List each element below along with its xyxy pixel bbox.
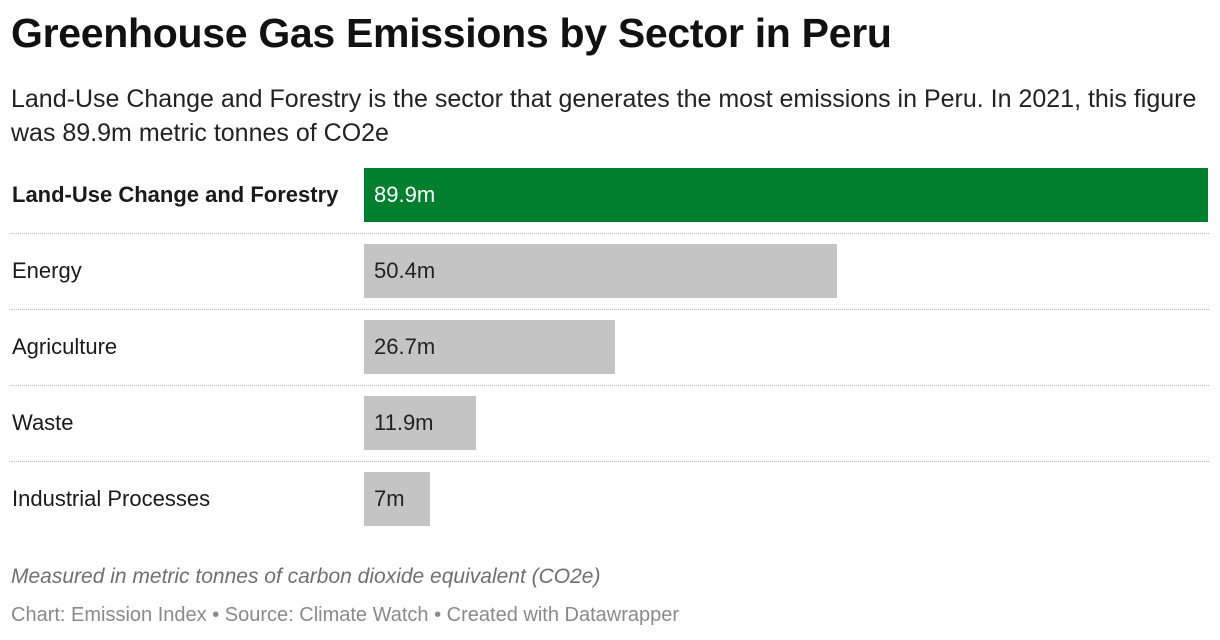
datawrapper-credit: Created with Datawrapper (446, 604, 680, 626)
bar-row: Land-Use Change and Forestry 89.9m (11, 168, 1209, 222)
bar (364, 320, 615, 374)
bar-row: Waste 11.9m (11, 396, 1209, 450)
row-divider (11, 233, 1209, 234)
bar-value-label: 50.4m (374, 258, 436, 283)
row-divider (11, 385, 1209, 386)
chart-subtitle: Land-Use Change and Forestry is the sect… (11, 85, 1197, 147)
bar (364, 244, 837, 298)
source-credit: Source: Climate Watch (224, 604, 429, 626)
bar-chart: Land-Use Change and Forestry 89.9m Energy 5… (0, 168, 1220, 528)
bar-value-label: 7m (374, 486, 405, 511)
footer-separator: • (206, 604, 225, 626)
chart-notes: Measured in metric tonnes of carbon diox… (11, 565, 601, 588)
row-divider (11, 309, 1209, 310)
category-label: Agriculture (12, 334, 118, 359)
bar-row: Energy 50.4m (11, 244, 1209, 298)
bar-value-label: 26.7m (374, 334, 436, 359)
footer-separator: • (428, 604, 447, 626)
chart-title: Greenhouse Gas Emissions by Sector in Pe… (11, 10, 892, 56)
bar-row: Agriculture 26.7m (11, 320, 1209, 374)
bar (364, 396, 476, 450)
chart-footer: Chart: Emission Index • Source: Climate … (11, 604, 679, 627)
chart-credit: Chart: Emission Index (11, 604, 207, 626)
category-label: Waste (12, 410, 74, 435)
bar (364, 168, 1208, 222)
bar-value-label: 89.9m (374, 182, 436, 207)
bar-value-label: 11.9m (374, 410, 434, 435)
category-label: Industrial Processes (12, 486, 211, 511)
category-label: Energy (12, 258, 82, 283)
bar-row: Industrial Processes 7m (11, 472, 1209, 526)
category-label: Land-Use Change and Forestry (12, 182, 339, 207)
bar (364, 472, 430, 526)
row-divider (11, 461, 1209, 462)
